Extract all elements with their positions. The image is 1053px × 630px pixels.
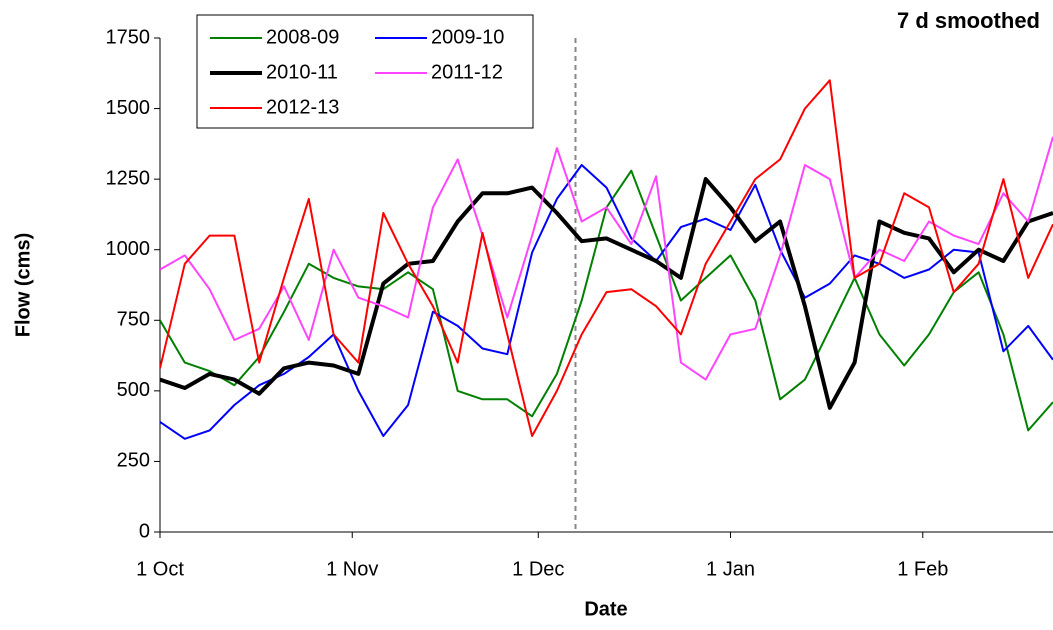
annotation: 7 d smoothed xyxy=(897,8,1040,33)
x-tick-label: 1 Jan xyxy=(706,558,755,580)
y-tick-label: 500 xyxy=(117,379,150,401)
axes: 0 250 500 750 1000 1250 1500 1750 1 Oct 1 Nov 1 De… xyxy=(106,26,1053,580)
y-tick-label: 1500 xyxy=(106,97,151,119)
plot-area xyxy=(160,38,1053,532)
legend-label: 2008-09 xyxy=(266,26,339,48)
x-tick-label: 1 Nov xyxy=(326,558,378,580)
y-tick-label: 1250 xyxy=(106,167,151,189)
series-line xyxy=(160,136,1053,381)
legend-label: 2012-13 xyxy=(266,96,339,118)
series-line xyxy=(160,169,1053,432)
series-line xyxy=(160,79,1053,437)
y-tick-label: 1750 xyxy=(106,26,151,48)
y-axis-label: Flow (cms) xyxy=(12,233,34,337)
overlay: 2008-09 2009-10 2010-11 2011-12 2012-13 xyxy=(196,14,534,129)
y-tick-label: 250 xyxy=(117,450,150,472)
x-tick-label: 1 Oct xyxy=(136,558,184,580)
x-tick-label: 1 Feb xyxy=(897,558,948,580)
series-line xyxy=(160,177,1053,410)
series-line xyxy=(160,164,1053,440)
x-tick-label: 1 Dec xyxy=(512,558,564,580)
legend-label: 2010-11 xyxy=(266,61,338,83)
legend-label: 2011-12 xyxy=(431,61,503,83)
y-tick-label: 0 xyxy=(139,520,150,542)
legend-box xyxy=(196,14,534,129)
y-tick-label: 750 xyxy=(117,309,150,331)
x-axis-label: Date xyxy=(584,598,627,620)
y-tick-label: 1000 xyxy=(106,238,151,260)
legend-label: 2009-10 xyxy=(431,26,504,48)
